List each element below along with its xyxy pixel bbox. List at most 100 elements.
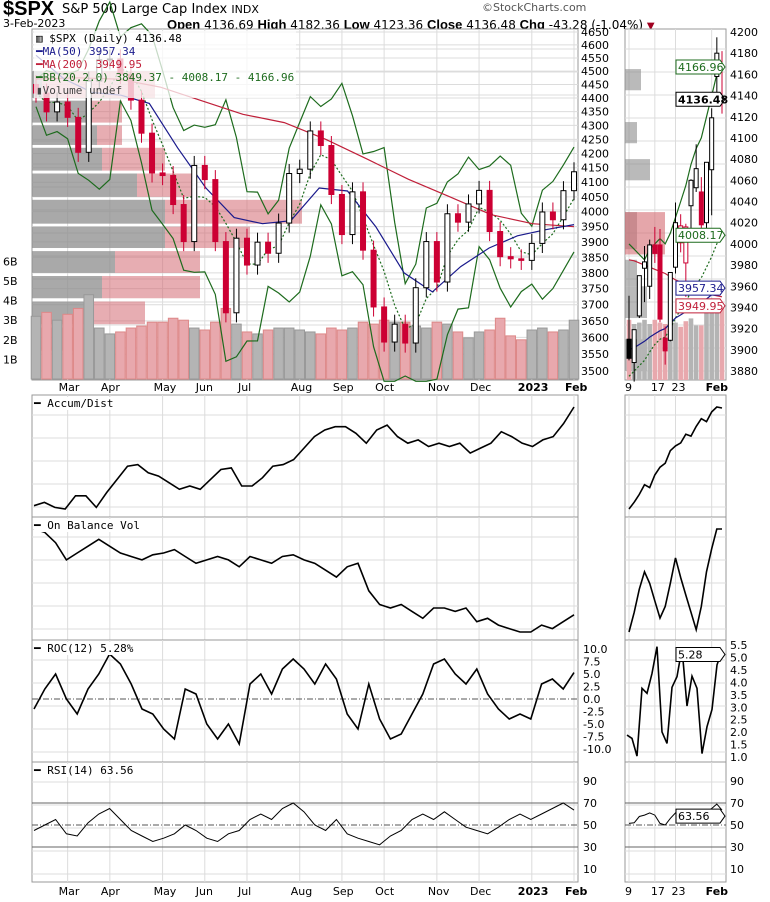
zoom-roc-tick-label: 2.0 — [730, 726, 748, 739]
legend-price: ▥ $SPX (Daily) 4136.48 — [36, 32, 294, 45]
zoom-candle-body — [698, 191, 704, 226]
candle-body — [360, 191, 367, 251]
zoom-price-tick-label: 4060 — [730, 174, 758, 187]
zoom-candle-body — [673, 222, 678, 268]
price-tick-label: 3650 — [581, 315, 609, 328]
volume-bar — [347, 327, 358, 380]
candle-body — [233, 237, 240, 314]
candle-body — [539, 211, 546, 244]
zoom-price-tick-label: 4140 — [730, 90, 758, 103]
candle-body — [381, 306, 388, 343]
candle-body — [265, 241, 272, 254]
candle-body — [497, 231, 504, 258]
zoom-volume-bar — [704, 312, 709, 380]
volume-bar — [463, 337, 474, 380]
volume-bar — [231, 323, 242, 380]
zoom-volume-bar — [693, 325, 699, 380]
x-axis-label: Apr — [101, 381, 121, 394]
volume-bar — [188, 327, 200, 380]
ohlc-summary: Open 4136.69 High 4182.36 Low 4123.36 Cl… — [167, 17, 655, 33]
price-legend: ▥ $SPX (Daily) 4136.48 ━MA(50) 3957.34 ━… — [34, 31, 297, 98]
zoom-rsi-tick-label: 10 — [730, 863, 744, 876]
price-tick-label: 4550 — [581, 52, 609, 65]
bb-mid-tag-box — [675, 227, 726, 243]
volume-by-price-up-bar — [137, 173, 192, 197]
rsi-tick-label: 70 — [583, 797, 597, 810]
zoom-candle-body — [636, 275, 642, 317]
volume-bar — [558, 329, 569, 380]
volume-bar — [505, 335, 516, 380]
x-axis-label: Dec — [470, 885, 491, 898]
price-tick-label: 3950 — [581, 221, 609, 234]
zoom-x-axis-label: Feb — [706, 885, 729, 898]
candle-body — [254, 241, 261, 266]
zoom-price-tick-label: 4180 — [730, 47, 758, 60]
zoom-price-tick-label: 4020 — [730, 217, 758, 230]
candle-body — [465, 203, 472, 223]
legend-ma50-text: MA(50) 3957.34 — [42, 45, 136, 58]
price-tick-label: 3700 — [581, 299, 609, 312]
zoom-price-tick-label: 3940 — [730, 301, 758, 314]
ma200-tag: 3949.95 — [678, 300, 724, 313]
volume-bar — [547, 331, 559, 380]
volume-by-price-down-bar — [32, 276, 102, 299]
ma200-tag-box — [675, 298, 726, 314]
legend-ma50: ━MA(50) 3957.34 — [36, 45, 136, 58]
roc-tag: 5.28 — [678, 648, 703, 661]
rsi-title: ━ RSI(14) 63.56 — [34, 764, 134, 777]
rsi-tick-label: 30 — [583, 841, 597, 854]
volume-bar — [273, 327, 284, 380]
volume-by-price-up-bar — [102, 276, 200, 299]
candle-body — [75, 116, 82, 153]
candle-body — [571, 171, 577, 192]
zoom-accum-dist-line — [628, 406, 723, 510]
volume-by-price-up-bar — [92, 100, 122, 123]
price-tick-label: 3500 — [581, 365, 609, 378]
zoom-roc-tick-label: 1.5 — [730, 739, 748, 752]
price-tick-label: 4500 — [581, 65, 609, 78]
x-axis-label: Aug — [291, 885, 312, 898]
close-value: 4136.48 — [466, 18, 516, 32]
bb-upper-tag-box — [675, 59, 726, 75]
candle-body — [191, 164, 198, 243]
price-tick-label: 4650 — [581, 26, 609, 39]
zoom-x-axis-label: 9 — [625, 381, 632, 394]
x-axis-label: Jul — [237, 381, 251, 394]
zoom-price-tick-label: 3960 — [730, 280, 758, 293]
open-value: 4136.69 — [204, 18, 254, 32]
legend-ma200: ━MA(200) 3949.95 — [36, 58, 142, 71]
candle-body — [222, 241, 229, 314]
exchange: INDX — [231, 3, 259, 16]
rsi-line — [33, 802, 575, 846]
zoom-candle-body — [693, 168, 699, 189]
zoom-roc-tick-label: 4.0 — [730, 676, 748, 689]
zoom-candle-body — [642, 261, 647, 269]
legend-volume-text: Volume undef — [42, 84, 123, 97]
panel-frame — [31, 516, 579, 641]
volume-bar — [262, 329, 274, 380]
candle-body — [328, 145, 335, 195]
volume-bar — [62, 313, 73, 380]
zoom-candle-body — [631, 329, 637, 364]
chart-date: 3-Feb-2023 — [3, 17, 66, 30]
x-axis-label: 2023 — [518, 885, 549, 898]
price-tick-label: 4350 — [581, 106, 609, 119]
volume-by-price-down-bar — [32, 226, 165, 249]
zoom-candle-body — [662, 337, 668, 352]
candle-body — [138, 99, 145, 134]
zoom-price-tick-label: 4080 — [730, 153, 758, 166]
zoom-price-tick-label: 3920 — [730, 323, 758, 336]
volume-bar — [452, 331, 464, 380]
low-value: 4123.36 — [373, 18, 424, 32]
zoom-price-tick-label: 4040 — [730, 196, 758, 209]
volume-bar — [252, 333, 263, 380]
volume-bar — [484, 329, 495, 380]
volume-bar — [494, 317, 506, 380]
candle-body — [549, 211, 556, 221]
volume-bar — [72, 307, 84, 380]
legend-bb: ━BB(20,2.0) 3849.37 - 4008.17 - 4166.96 — [36, 71, 295, 84]
volume-bar — [210, 321, 221, 380]
rsi-tick-label: 10 — [583, 863, 597, 876]
price-tick-label: 4400 — [581, 92, 609, 105]
